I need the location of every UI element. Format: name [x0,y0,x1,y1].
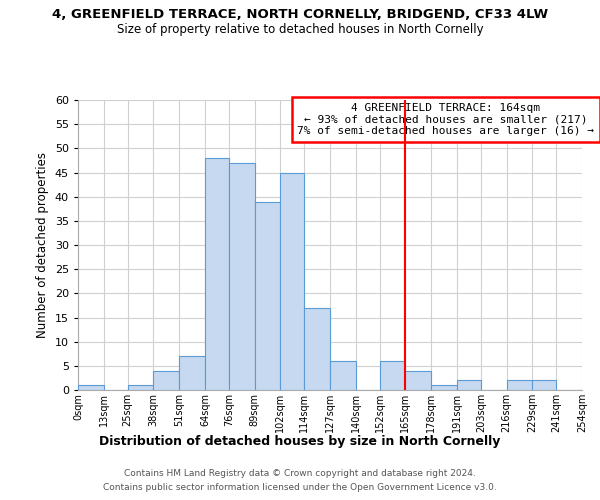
Bar [406,370,431,390]
Bar [128,385,154,390]
Bar [457,380,481,390]
Bar [78,385,104,390]
Bar [229,163,254,390]
Bar [280,172,304,390]
Bar [330,361,356,390]
Bar [154,370,179,390]
Text: Size of property relative to detached houses in North Cornelly: Size of property relative to detached ho… [116,22,484,36]
Text: 4 GREENFIELD TERRACE: 164sqm
← 93% of detached houses are smaller (217)
7% of se: 4 GREENFIELD TERRACE: 164sqm ← 93% of de… [298,103,595,136]
Bar [431,385,457,390]
Y-axis label: Number of detached properties: Number of detached properties [36,152,49,338]
Bar [506,380,532,390]
Text: 4, GREENFIELD TERRACE, NORTH CORNELLY, BRIDGEND, CF33 4LW: 4, GREENFIELD TERRACE, NORTH CORNELLY, B… [52,8,548,20]
Text: Contains HM Land Registry data © Crown copyright and database right 2024.: Contains HM Land Registry data © Crown c… [124,468,476,477]
Bar [254,202,280,390]
Bar [205,158,229,390]
Bar [380,361,406,390]
Text: Distribution of detached houses by size in North Cornelly: Distribution of detached houses by size … [100,435,500,448]
Bar [304,308,330,390]
Bar [532,380,556,390]
Text: Contains public sector information licensed under the Open Government Licence v3: Contains public sector information licen… [103,484,497,492]
Bar [179,356,205,390]
